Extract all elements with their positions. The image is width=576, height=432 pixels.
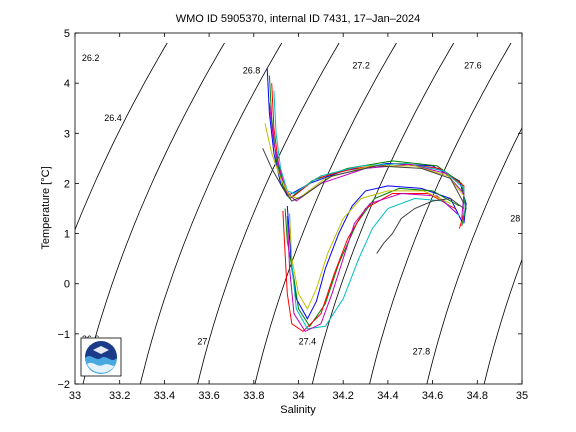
profile-line-12	[289, 190, 451, 310]
chart-title: WMO ID 5905370, internal ID 7431, 17–Jan…	[176, 13, 421, 25]
y-axis-label: Temperature [°C]	[40, 166, 52, 249]
y-tick-label: 2	[64, 178, 70, 190]
profile-line-6	[262, 148, 465, 204]
profile-line-3	[273, 90, 465, 216]
density-contour-8	[483, 258, 522, 384]
x-tick-label: 34.4	[377, 390, 398, 402]
axis-ticks: 33 33.2 33.4 33.6 33.8 34 34.2 34.4 34.6 34.8 35−2…	[57, 28, 528, 402]
density-contour-label: 27.2	[352, 61, 370, 71]
profile-line-5	[264, 123, 465, 200]
density-contour-3	[197, 42, 340, 384]
density-contour-label: 26.8	[243, 66, 261, 76]
density-contour-5	[311, 42, 455, 384]
x-tick-label: 34.6	[422, 390, 443, 402]
density-contour-label: 27.4	[299, 336, 317, 346]
profile-line-9	[282, 193, 456, 333]
y-tick-label: 5	[64, 28, 70, 40]
density-contour-label: 27.6	[464, 61, 482, 71]
x-tick-label: 33.4	[154, 390, 175, 402]
density-contours	[75, 42, 576, 394]
x-tick-label: 33	[69, 390, 81, 402]
y-tick-label: −2	[57, 379, 70, 391]
x-tick-label: 33.8	[243, 390, 264, 402]
profile-line-13	[376, 197, 465, 254]
y-tick-label: 3	[64, 128, 70, 140]
y-tick-label: 1	[64, 229, 70, 241]
density-contour-label: 27.8	[413, 346, 431, 356]
x-tick-label: 35	[516, 390, 528, 402]
profile-lines	[262, 68, 467, 333]
density-contour-label: 26.4	[104, 113, 122, 123]
density-contour-0	[75, 42, 168, 231]
x-tick-label: 34.2	[332, 390, 353, 402]
density-contour-2	[139, 42, 283, 384]
y-tick-label: −1	[57, 329, 70, 341]
density-contour-1	[82, 42, 225, 384]
x-tick-label: 34.8	[467, 390, 488, 402]
density-contour-6	[369, 42, 512, 384]
profile-line-8	[284, 187, 460, 328]
x-tick-label: 33.2	[109, 390, 130, 402]
profile-line-10	[289, 197, 460, 330]
noaa-logo	[80, 337, 122, 377]
profile-line-7	[286, 185, 463, 320]
profile-line-11	[286, 192, 458, 333]
density-contour-label: 28	[510, 214, 520, 224]
density-contour-label: 27	[197, 336, 207, 346]
x-tick-label: 33.6	[198, 390, 219, 402]
y-tick-label: 4	[64, 78, 70, 90]
density-contour-7	[426, 127, 522, 384]
x-axis-label: Salinity	[280, 404, 316, 416]
density-contour-label: 26.2	[82, 53, 100, 63]
profile-line-0	[266, 68, 467, 224]
density-contour-9	[539, 43, 576, 394]
density-contour-4	[254, 42, 397, 384]
y-tick-label: 0	[64, 279, 70, 291]
x-tick-label: 34	[292, 390, 304, 402]
profile-line-1	[268, 75, 467, 227]
